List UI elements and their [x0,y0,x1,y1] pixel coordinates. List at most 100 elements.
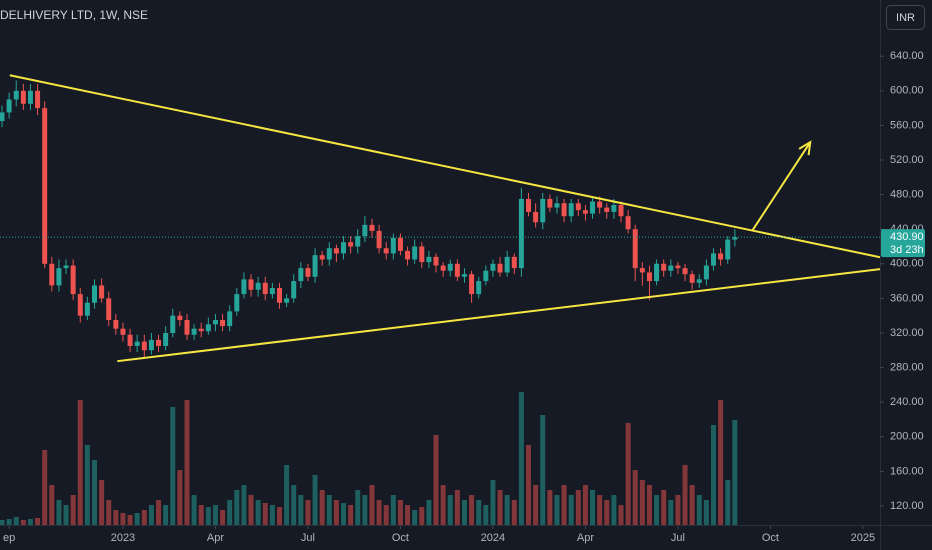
x-tick-label: Oct [392,532,409,544]
x-tick-label: ep [3,532,15,544]
candle-body [298,268,304,282]
volume-bar [604,500,610,525]
candle-body [511,256,517,269]
volume-bar [533,485,539,525]
candle-body [575,203,581,211]
volume-bar [248,495,254,525]
candle-body [113,320,119,329]
volume-bar [639,480,645,525]
candle-body [497,263,503,273]
volume-bar [6,519,12,525]
candle-body [348,242,354,247]
volume-bar [220,510,226,525]
volume-bar [682,465,688,525]
volume-bar [42,450,48,525]
candle-body [412,246,418,260]
last-price-label: 430.90 [890,231,924,243]
candle-body [241,279,247,295]
y-tick-label: 360.00 [890,292,924,304]
volume-bar [341,503,347,525]
x-tick-label: 2025 [851,532,875,544]
candle-body [13,90,19,100]
trendline [9,74,881,259]
candle-body [91,285,97,303]
volume-bar [689,485,695,525]
volume-bar [20,520,26,525]
candle-body [362,224,368,237]
candle-body [440,265,446,271]
candle-body [604,207,610,212]
volume-bar [611,495,617,525]
volume-bar [675,495,681,525]
volume-bar [483,505,489,525]
volume-bar [554,495,560,525]
volume-bar [269,505,275,525]
candle-body [454,263,460,277]
volume-bar [262,503,268,525]
candle-body [84,302,90,316]
volume-bar [632,470,638,525]
price-axis-panel [881,0,932,550]
volume-bar [725,480,731,525]
volume-bar [405,505,411,525]
candle-body [718,253,724,260]
y-tick-label: 640.00 [890,50,924,62]
candle-body [661,263,667,271]
countdown-label: 3d 23h [890,244,924,256]
volume-bar [476,500,482,525]
candle-body [554,203,560,208]
y-tick-label: 120.00 [890,500,924,512]
volume-bar [120,513,126,525]
candle-body [668,265,674,271]
candle-body [504,256,510,273]
volume-bar [668,500,674,525]
candle-body [341,242,347,254]
volume-bar [198,505,204,525]
candle-body [675,265,681,269]
candle-body [106,298,112,321]
y-tick-label: 480.00 [890,189,924,201]
candle-body [383,248,389,254]
currency-button[interactable] [886,5,925,30]
volume-bar [333,500,339,525]
candle-body [141,341,147,351]
candle-body [70,265,76,295]
candle-body [27,90,33,104]
candle-body [35,90,41,109]
volume-bar [77,400,83,525]
arrow-head [798,140,812,156]
candle-body [212,320,218,325]
candle-body [63,265,69,269]
volume-bar [511,500,517,525]
candle-body [262,282,268,295]
candle-body [476,281,482,295]
candle-body [134,341,140,346]
volume-bar [319,490,325,525]
volume-bar [91,460,97,525]
volume-bar [561,485,567,525]
volume-bar [376,500,382,525]
volume-bar [156,500,162,525]
candle-body [711,253,716,266]
chart-title: DELHIVERY LTD, 1W, NSE [0,8,148,22]
volume-bar [440,485,446,525]
volume-bar [419,507,425,525]
volume-bar [490,480,496,525]
candle-body [419,246,425,263]
y-tick-label: 600.00 [890,85,924,97]
candle-body [590,201,596,214]
candle-body [703,265,709,280]
candle-body [618,204,624,217]
y-tick-label: 280.00 [890,361,924,373]
volume-bar [625,423,631,525]
y-tick-label: 200.00 [890,431,924,443]
currency-label[interactable]: INR [896,12,915,24]
candle-body [234,294,240,312]
volume-bar [646,485,652,525]
candle-body [447,263,453,271]
volume-bar [526,445,532,525]
candle-body [248,279,254,290]
candle-body [639,268,645,273]
volume-bar [732,420,738,525]
candle-body [333,248,339,254]
